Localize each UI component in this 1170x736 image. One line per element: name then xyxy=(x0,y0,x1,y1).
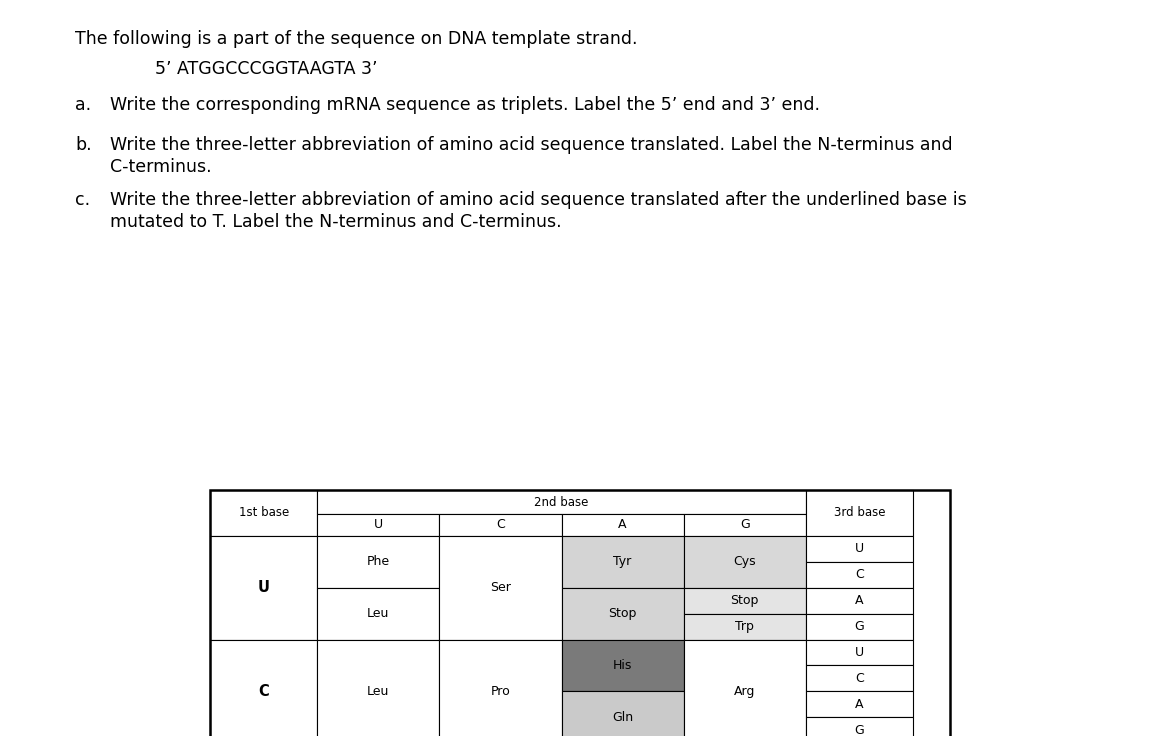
Text: Tyr: Tyr xyxy=(613,556,632,568)
Text: U: U xyxy=(257,580,269,595)
Text: Leu: Leu xyxy=(367,607,390,620)
Text: His: His xyxy=(613,659,632,672)
Bar xyxy=(683,536,806,588)
Text: U: U xyxy=(373,518,383,531)
Text: Stop: Stop xyxy=(608,607,636,620)
Bar xyxy=(209,490,950,736)
Text: Stop: Stop xyxy=(730,594,759,607)
Bar xyxy=(209,640,317,736)
Text: C: C xyxy=(855,672,863,684)
Bar xyxy=(806,536,913,562)
Bar xyxy=(806,717,913,736)
Bar xyxy=(806,490,913,536)
Text: 2nd base: 2nd base xyxy=(535,495,589,509)
Text: mutated to T. Label the N-terminus and C-terminus.: mutated to T. Label the N-terminus and C… xyxy=(110,213,562,231)
Text: Trp: Trp xyxy=(735,620,755,633)
Bar xyxy=(317,588,440,640)
Text: A: A xyxy=(618,518,627,531)
Bar xyxy=(683,640,806,736)
Text: G: G xyxy=(854,723,865,736)
Text: Write the corresponding mRNA sequence as triplets. Label the 5’ end and 3’ end.: Write the corresponding mRNA sequence as… xyxy=(110,96,820,114)
Text: C: C xyxy=(855,568,863,581)
Bar xyxy=(562,536,683,588)
Bar xyxy=(562,588,683,640)
Bar xyxy=(683,614,806,640)
Text: 5’ ATGGCCCGGTAAGTA 3’: 5’ ATGGCCCGGTAAGTA 3’ xyxy=(154,60,378,78)
Bar xyxy=(806,691,913,717)
Bar xyxy=(317,640,440,736)
Bar xyxy=(683,514,806,536)
Bar xyxy=(440,514,562,536)
Text: b.: b. xyxy=(75,136,91,154)
Text: 1st base: 1st base xyxy=(239,506,289,520)
Bar xyxy=(562,640,683,691)
Text: Gln: Gln xyxy=(612,711,633,723)
Bar xyxy=(683,588,806,614)
Bar xyxy=(806,614,913,640)
Text: Ser: Ser xyxy=(490,581,511,594)
Text: A: A xyxy=(855,698,863,711)
Text: a.: a. xyxy=(75,96,91,114)
Bar xyxy=(806,665,913,691)
Text: c.: c. xyxy=(75,191,90,209)
Bar xyxy=(806,562,913,588)
Text: Write the three-letter abbreviation of amino acid sequence translated. Label the: Write the three-letter abbreviation of a… xyxy=(110,136,952,154)
Text: Cys: Cys xyxy=(734,556,756,568)
Text: Arg: Arg xyxy=(734,684,756,698)
Text: C: C xyxy=(496,518,504,531)
Text: Leu: Leu xyxy=(367,684,390,698)
Bar xyxy=(562,514,683,536)
Text: G: G xyxy=(854,620,865,633)
Bar xyxy=(317,514,440,536)
Text: U: U xyxy=(855,542,863,556)
Bar xyxy=(806,588,913,614)
Text: Phe: Phe xyxy=(366,556,390,568)
Bar xyxy=(317,490,806,514)
Bar xyxy=(806,640,913,665)
Text: C-terminus.: C-terminus. xyxy=(110,158,212,176)
Bar xyxy=(209,490,317,536)
Text: Write the three-letter abbreviation of amino acid sequence translated after the : Write the three-letter abbreviation of a… xyxy=(110,191,966,209)
Text: A: A xyxy=(855,594,863,607)
Text: C: C xyxy=(259,684,269,698)
Text: G: G xyxy=(739,518,750,531)
Text: U: U xyxy=(855,646,863,659)
Text: 3rd base: 3rd base xyxy=(833,506,885,520)
Bar xyxy=(562,691,683,736)
Bar xyxy=(440,536,562,640)
Bar xyxy=(440,640,562,736)
Text: The following is a part of the sequence on DNA template strand.: The following is a part of the sequence … xyxy=(75,30,638,48)
Text: Pro: Pro xyxy=(490,684,510,698)
Bar xyxy=(317,536,440,588)
Bar xyxy=(209,536,317,640)
